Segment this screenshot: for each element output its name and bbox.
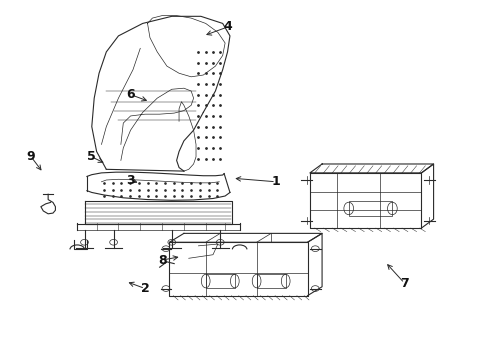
Bar <box>256 274 285 288</box>
Bar <box>205 274 234 288</box>
Text: 2: 2 <box>141 282 149 295</box>
Text: 4: 4 <box>223 21 231 33</box>
Text: 9: 9 <box>27 150 36 163</box>
Text: 6: 6 <box>126 88 135 101</box>
Bar <box>348 201 391 216</box>
Text: 5: 5 <box>87 150 96 163</box>
Text: 3: 3 <box>126 174 135 186</box>
Text: 8: 8 <box>158 253 166 266</box>
Text: 1: 1 <box>271 175 280 188</box>
Text: 7: 7 <box>399 277 408 290</box>
